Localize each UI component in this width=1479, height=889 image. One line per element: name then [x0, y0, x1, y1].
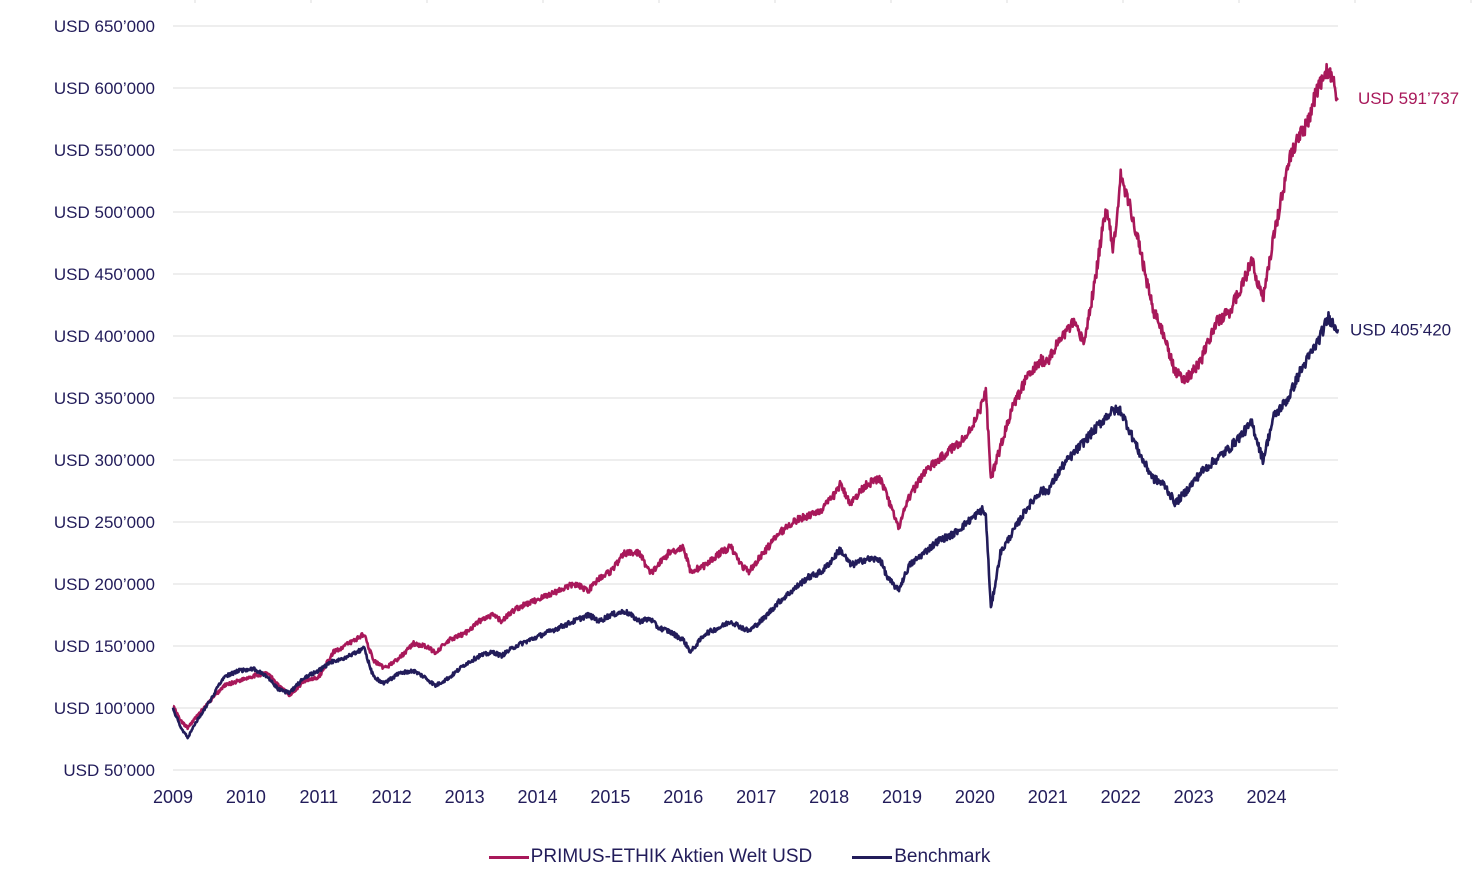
series-line-primus — [172, 62, 1339, 731]
x-tick-label: 2024 — [1246, 787, 1286, 807]
y-tick-label: USD 600’000 — [54, 79, 155, 98]
y-tick-label: USD 350’000 — [54, 389, 155, 408]
y-tick-label: USD 100’000 — [54, 699, 155, 718]
x-tick-label: 2023 — [1174, 787, 1214, 807]
series-line-benchmark — [171, 311, 1340, 740]
x-tick-label: 2016 — [663, 787, 703, 807]
x-tick-label: 2018 — [809, 787, 849, 807]
y-tick-label: USD 500’000 — [54, 203, 155, 222]
y-tick-label: USD 250’000 — [54, 513, 155, 532]
legend-label-benchmark: Benchmark — [894, 846, 991, 867]
x-tick-label: 2019 — [882, 787, 922, 807]
x-tick-label: 2022 — [1101, 787, 1141, 807]
y-tick-label: USD 200’000 — [54, 575, 155, 594]
y-axis: USD 50’000 USD 100’000 USD 150’000 USD 200’… — [54, 17, 155, 780]
legend-item-benchmark[interactable]: Benchmark — [852, 846, 990, 868]
grid-lines — [173, 25, 1338, 771]
y-tick-label: USD 300’000 — [54, 451, 155, 470]
legend-item-primus[interactable]: PRIMUS-ETHIK Aktien Welt USD — [488, 846, 813, 868]
top-tick-marks — [194, 0, 1472, 3]
end-label-primus: USD 591’737 — [1358, 89, 1459, 108]
x-tick-label: 2009 — [153, 787, 193, 807]
x-tick-label: 2015 — [590, 787, 630, 807]
legend-swatch-primus — [488, 855, 529, 859]
x-axis: 2009 2010 2011 2012 2013 2014 2015 2016 2017 2018… — [153, 787, 1287, 807]
y-tick-label: USD 550’000 — [54, 141, 155, 160]
x-tick-label: 2017 — [736, 787, 776, 807]
end-labels: USD 591’737 USD 405’420 — [1350, 89, 1459, 339]
y-tick-label: USD 50’000 — [63, 761, 155, 780]
series-lines — [171, 62, 1340, 740]
x-tick-label: 2011 — [299, 787, 338, 807]
end-label-benchmark: USD 405’420 — [1350, 320, 1451, 339]
y-tick-label: USD 150’000 — [54, 637, 155, 656]
x-tick-label: 2012 — [372, 787, 412, 807]
legend: PRIMUS-ETHIK Aktien Welt USD Benchmark — [0, 846, 1479, 868]
y-tick-label: USD 450’000 — [54, 265, 155, 284]
x-tick-label: 2010 — [226, 787, 266, 807]
legend-label-primus: PRIMUS-ETHIK Aktien Welt USD — [530, 846, 813, 867]
legend-swatch-benchmark — [852, 855, 893, 859]
y-tick-label: USD 400’000 — [54, 327, 155, 346]
y-tick-label: USD 650’000 — [54, 17, 155, 36]
x-tick-label: 2013 — [445, 787, 485, 807]
x-tick-label: 2014 — [517, 787, 557, 807]
x-tick-label: 2021 — [1028, 787, 1068, 807]
x-tick-label: 2020 — [955, 787, 995, 807]
